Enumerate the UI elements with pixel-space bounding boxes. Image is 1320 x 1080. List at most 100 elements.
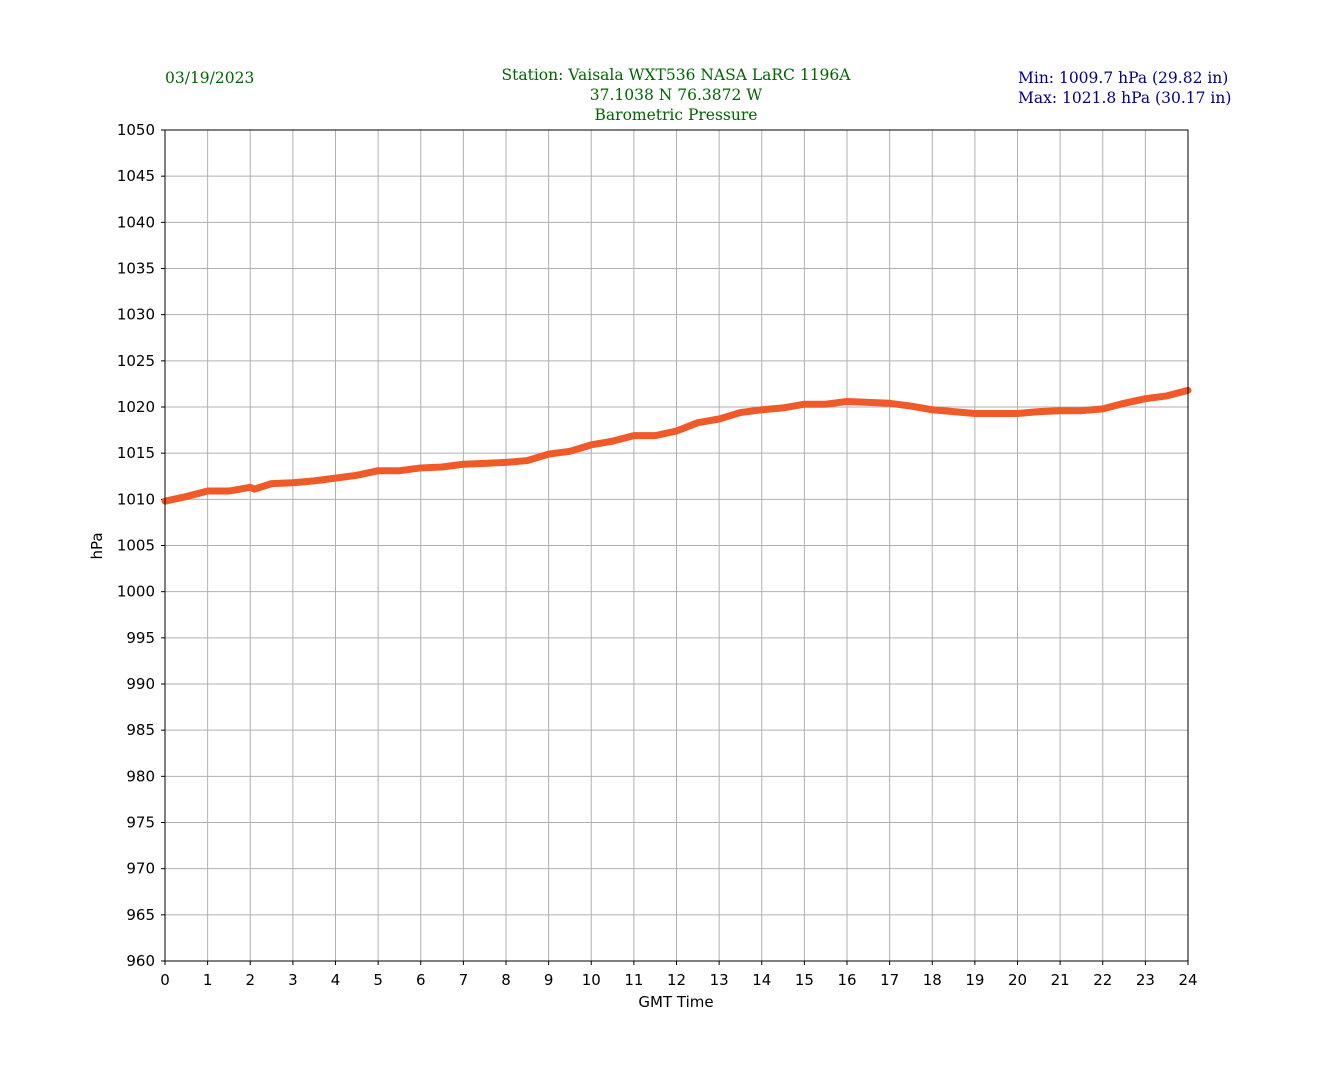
x-tick-label: 14 <box>752 971 771 989</box>
x-tick-label: 18 <box>923 971 942 989</box>
x-tick-label: 9 <box>544 971 554 989</box>
chart-title: Station: Vaisala WXT536 NASA LaRC 1196A … <box>502 65 851 125</box>
data-point <box>332 475 339 482</box>
x-tick-label: 13 <box>710 971 729 989</box>
data-point <box>950 408 957 415</box>
y-tick-label: 980 <box>126 767 155 785</box>
data-point <box>524 457 531 464</box>
data-point <box>993 410 1000 417</box>
y-tick-label: 1005 <box>117 537 155 555</box>
data-point <box>1014 410 1021 417</box>
data-point <box>503 459 509 466</box>
data-point <box>251 486 258 493</box>
x-tick-label: 0 <box>160 971 170 989</box>
x-tick-label: 7 <box>459 971 469 989</box>
data-point <box>822 401 829 408</box>
variable-line: Barometric Pressure <box>594 106 758 124</box>
y-tick-label: 960 <box>126 952 155 970</box>
data-point <box>1142 395 1149 402</box>
data-point <box>1163 392 1170 399</box>
data-point <box>268 480 275 487</box>
data-point <box>886 400 893 407</box>
data-point <box>929 406 936 413</box>
y-tick-label: 995 <box>126 629 155 647</box>
data-point <box>417 464 424 471</box>
data-point <box>758 406 765 413</box>
x-tick-label: 12 <box>667 971 686 989</box>
x-tick-label: 10 <box>582 971 601 989</box>
data-point <box>609 438 616 445</box>
data-point <box>204 488 211 495</box>
coordinates-line: 37.1038 N 76.3872 W <box>589 86 763 104</box>
x-tick-label: 11 <box>624 971 643 989</box>
data-point <box>566 448 573 455</box>
station-line: Station: Vaisala WXT536 NASA LaRC 1196A <box>501 66 851 84</box>
data-point <box>289 479 296 486</box>
date-label: 03/19/2023 <box>165 69 255 87</box>
data-point <box>652 432 659 439</box>
data-point <box>396 467 403 474</box>
x-tick-label: 22 <box>1093 971 1112 989</box>
data-point <box>630 432 637 439</box>
data-point <box>1099 405 1106 412</box>
data-point <box>971 410 978 417</box>
pressure-line <box>161 386 1192 505</box>
data-point <box>844 398 850 405</box>
y-tick-label: 970 <box>126 860 155 878</box>
min-max-summary: Min: 1009.7 hPa (29.82 in) Max: 1021.8 h… <box>1018 68 1231 108</box>
data-point <box>907 403 914 410</box>
x-tick-label: 19 <box>965 971 984 989</box>
x-tick-label: 20 <box>1008 971 1027 989</box>
grid <box>164 129 1189 962</box>
x-tick-label: 17 <box>880 971 899 989</box>
x-tick-label: 23 <box>1136 971 1155 989</box>
y-axis-label: hPa <box>88 532 106 559</box>
x-tick-label: 24 <box>1178 971 1197 989</box>
min-value: Min: 1009.7 hPa (29.82 in) <box>1018 69 1229 87</box>
y-tick-label: 1045 <box>117 167 155 185</box>
ticks: 0 1 2 3 4 5 6 7 8 9 10 11 12 13 14 15 16 17 18 19 20 21 22 23 24… <box>117 121 1198 989</box>
y-tick-label: 990 <box>126 675 155 693</box>
data-point <box>481 460 488 467</box>
data-point <box>375 467 382 474</box>
y-tick-label: 1010 <box>117 490 155 508</box>
data-point <box>1121 400 1128 407</box>
x-tick-label: 21 <box>1051 971 1070 989</box>
data-point <box>311 477 318 484</box>
x-tick-label: 6 <box>416 971 426 989</box>
x-tick-label: 1 <box>203 971 213 989</box>
y-tick-label: 1025 <box>117 352 155 370</box>
x-tick-label: 16 <box>837 971 856 989</box>
data-point <box>353 472 360 479</box>
y-tick-label: 1020 <box>117 398 155 416</box>
data-point <box>1057 407 1064 414</box>
data-point <box>588 441 595 448</box>
series <box>161 386 1192 505</box>
data-point <box>1078 407 1085 414</box>
y-tick-label: 1000 <box>117 583 155 601</box>
data-point <box>694 419 701 426</box>
x-tick-label: 3 <box>288 971 298 989</box>
x-tick-label: 15 <box>795 971 814 989</box>
x-tick-label: 2 <box>245 971 255 989</box>
y-tick-label: 965 <box>126 906 155 924</box>
data-point <box>545 451 552 458</box>
data-point <box>225 488 232 495</box>
y-tick-label: 1040 <box>117 213 155 231</box>
max-value: Max: 1021.8 hPa (30.17 in) <box>1018 89 1232 107</box>
x-tick-label: 4 <box>331 971 341 989</box>
y-tick-label: 1050 <box>117 121 155 139</box>
data-point <box>673 428 680 435</box>
y-tick-label: 975 <box>126 814 155 832</box>
y-tick-label: 1015 <box>117 444 155 462</box>
data-point <box>801 401 808 408</box>
y-tick-label: 985 <box>126 721 155 739</box>
data-point <box>865 399 872 406</box>
data-point <box>460 461 467 468</box>
data-point <box>183 493 190 500</box>
data-point <box>780 404 787 411</box>
x-axis-label: GMT Time <box>638 993 713 1011</box>
data-point <box>1035 408 1042 415</box>
y-tick-label: 1035 <box>117 260 155 278</box>
